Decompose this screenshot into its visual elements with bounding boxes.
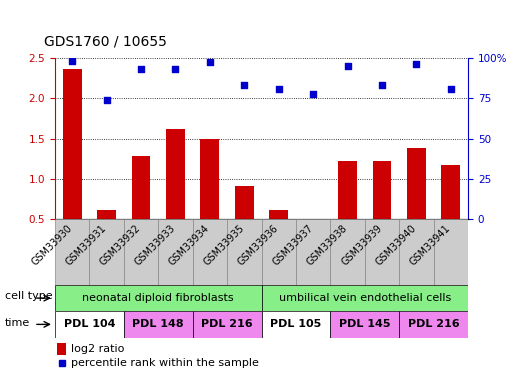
Bar	[331, 219, 365, 285]
Text: percentile rank within the sample: percentile rank within the sample	[71, 358, 258, 368]
Bar	[365, 219, 399, 285]
Bar	[124, 311, 192, 338]
Bar	[269, 210, 288, 219]
Point	[344, 63, 352, 69]
Point	[171, 66, 179, 72]
Text: PDL 145: PDL 145	[339, 320, 391, 329]
Bar	[262, 219, 296, 285]
Text: GSM33938: GSM33938	[305, 223, 349, 267]
Text: GSM33932: GSM33932	[98, 223, 143, 267]
Text: time: time	[5, 318, 30, 327]
Point	[240, 82, 248, 88]
Bar	[434, 219, 468, 285]
Bar	[89, 219, 124, 285]
Bar	[227, 219, 262, 285]
Text: GSM33934: GSM33934	[167, 223, 212, 267]
Bar	[166, 129, 185, 219]
Bar	[192, 219, 227, 285]
Text: GSM33935: GSM33935	[201, 223, 246, 267]
Text: PDL 105: PDL 105	[270, 320, 322, 329]
Bar	[441, 165, 460, 219]
Bar	[55, 219, 89, 285]
Bar	[372, 160, 392, 219]
Bar	[296, 219, 331, 285]
Bar	[57, 343, 66, 355]
Bar	[158, 219, 192, 285]
Bar	[55, 285, 262, 311]
Bar	[63, 69, 82, 219]
Point	[137, 66, 145, 72]
Point	[378, 82, 386, 88]
Text: GSM33940: GSM33940	[374, 223, 418, 267]
Point	[309, 91, 317, 97]
Text: GSM33930: GSM33930	[29, 223, 74, 267]
Bar	[97, 210, 116, 219]
Bar	[124, 219, 158, 285]
Bar	[262, 311, 331, 338]
Bar	[304, 219, 323, 257]
Bar	[200, 139, 219, 219]
Bar	[55, 311, 124, 338]
Text: GSM33939: GSM33939	[339, 223, 384, 267]
Text: GSM33931: GSM33931	[64, 223, 108, 267]
Bar	[407, 148, 426, 219]
Bar	[399, 219, 434, 285]
Text: PDL 148: PDL 148	[132, 320, 184, 329]
Bar	[331, 311, 399, 338]
Bar	[262, 285, 468, 311]
Point	[447, 86, 455, 92]
Text: GSM33933: GSM33933	[133, 223, 177, 267]
Bar	[399, 311, 468, 338]
Text: GSM33936: GSM33936	[236, 223, 280, 267]
Point	[206, 59, 214, 65]
Bar	[131, 156, 151, 219]
Text: GSM33941: GSM33941	[408, 223, 452, 267]
Bar	[235, 186, 254, 219]
Text: log2 ratio: log2 ratio	[71, 344, 124, 354]
Bar	[192, 311, 262, 338]
Text: PDL 104: PDL 104	[64, 320, 115, 329]
Point	[68, 58, 76, 64]
Text: cell type: cell type	[5, 291, 53, 301]
Text: PDL 216: PDL 216	[201, 320, 253, 329]
Point	[103, 97, 111, 103]
Text: GSM33937: GSM33937	[270, 223, 315, 267]
Text: neonatal diploid fibroblasts: neonatal diploid fibroblasts	[83, 293, 234, 303]
Text: GDS1760 / 10655: GDS1760 / 10655	[44, 35, 167, 49]
Point	[412, 61, 420, 67]
Point	[275, 86, 283, 92]
Bar	[338, 161, 357, 219]
Text: PDL 216: PDL 216	[408, 320, 460, 329]
Text: umbilical vein endothelial cells: umbilical vein endothelial cells	[279, 293, 451, 303]
